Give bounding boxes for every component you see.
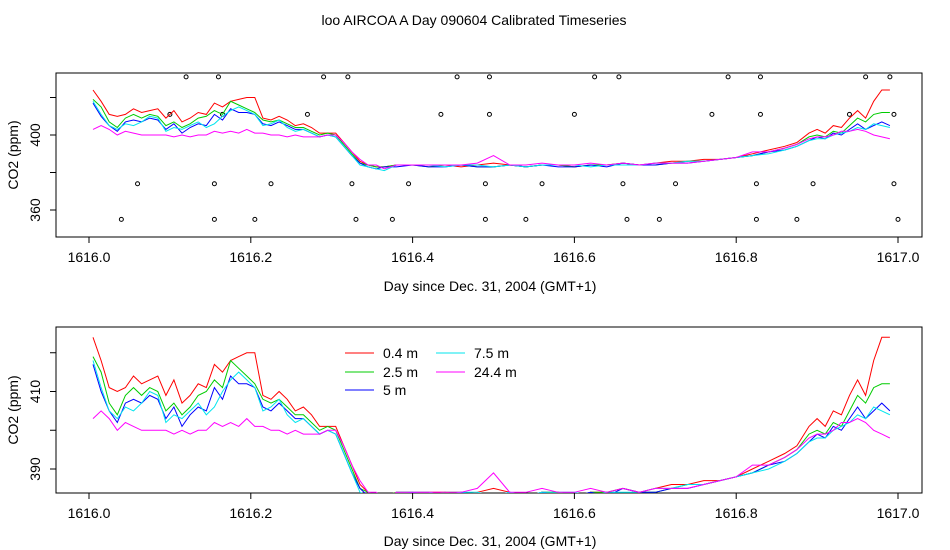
data-marker (887, 74, 893, 80)
data-marker (891, 111, 897, 117)
data-marker (794, 216, 800, 222)
data-marker (753, 181, 759, 187)
series-line-24-4-m (92, 410, 891, 493)
legend-label: 24.4 m (474, 364, 517, 380)
data-marker (656, 216, 662, 222)
y-tick-label: 390 (27, 457, 43, 481)
data-marker (268, 181, 274, 187)
data-marker (183, 74, 189, 80)
x-tick-label: 1616.4 (391, 249, 434, 265)
data-marker (118, 216, 124, 222)
data-marker (895, 216, 901, 222)
bottom-x-axis: 1616.0 1616.2 1616.4 1616.6 1616.8 1617.0 (68, 493, 920, 521)
data-marker (539, 181, 545, 187)
top-plot-frame (55, 72, 923, 238)
data-marker (863, 74, 869, 80)
data-marker (482, 216, 488, 222)
data-marker (673, 181, 679, 187)
data-marker (438, 111, 444, 117)
top-y-axis: 360 400 (27, 97, 56, 222)
data-marker (321, 74, 327, 80)
data-marker (345, 74, 351, 80)
data-marker (846, 111, 852, 117)
data-marker (592, 74, 598, 80)
y-tick-label: 400 (27, 123, 43, 147)
bottom-x-label: Day since Dec. 31, 2004 (GMT+1) (384, 533, 597, 549)
legend: 0.4 m 2.5 m 5 m 7.5 m 24.4 m (345, 345, 517, 398)
x-tick-label: 1616.4 (391, 505, 434, 521)
bottom-series-lines (92, 336, 891, 493)
data-marker (571, 111, 577, 117)
x-tick-label: 1617.0 (877, 505, 920, 521)
top-markers (118, 74, 901, 222)
series-line-24-4-m (92, 125, 891, 170)
x-tick-label: 1616.6 (553, 249, 596, 265)
top-y-label: CO2 (ppm) (5, 120, 21, 189)
top-x-axis: 1616.0 1616.2 1616.4 1616.6 1616.8 1617.0 (68, 237, 920, 265)
data-marker (167, 111, 173, 117)
top-series-lines (92, 89, 891, 172)
x-tick-label: 1616.8 (715, 249, 758, 265)
x-tick-label: 1616.0 (68, 249, 111, 265)
data-marker (482, 181, 488, 187)
series-line-7-5-m (92, 360, 891, 493)
legend-label: 2.5 m (383, 364, 418, 380)
data-marker (891, 181, 897, 187)
top-panel: 1616.0 1616.2 1616.4 1616.6 1616.8 1617.0 360… (5, 72, 923, 294)
data-marker (304, 111, 310, 117)
data-marker (810, 181, 816, 187)
bottom-plot-frame (55, 326, 923, 494)
data-marker (709, 111, 715, 117)
series-line-5-m (92, 364, 891, 493)
data-marker (349, 181, 355, 187)
data-marker (406, 181, 412, 187)
data-marker (616, 74, 622, 80)
x-tick-label: 1616.2 (229, 249, 272, 265)
series-line-0-4-m (92, 336, 890, 493)
series-line-7-5-m (92, 101, 891, 172)
bottom-panel: 1616.0 1616.2 1616.4 1616.6 1616.8 1617.0 390… (5, 326, 923, 549)
data-marker (624, 216, 630, 222)
legend-label: 5 m (383, 382, 406, 398)
bottom-y-axis: 390 410 (27, 352, 56, 481)
data-marker (753, 216, 759, 222)
top-x-label: Day since Dec. 31, 2004 (GMT+1) (384, 278, 597, 294)
y-tick-label: 410 (27, 380, 43, 404)
data-marker (523, 216, 529, 222)
data-marker (211, 216, 217, 222)
data-marker (135, 181, 141, 187)
data-marker (215, 74, 221, 80)
data-marker (454, 74, 460, 80)
data-marker (757, 111, 763, 117)
figure-title: loo AIRCOA A Day 090604 Calibrated Times… (321, 12, 626, 28)
data-marker (211, 181, 217, 187)
data-marker (725, 74, 731, 80)
data-marker (486, 111, 492, 117)
x-tick-label: 1616.2 (229, 505, 272, 521)
x-tick-label: 1616.0 (68, 505, 111, 521)
data-marker (389, 216, 395, 222)
data-marker (252, 216, 258, 222)
data-marker (757, 74, 763, 80)
data-marker (620, 181, 626, 187)
legend-label: 0.4 m (383, 345, 418, 361)
x-tick-label: 1616.8 (715, 505, 758, 521)
y-tick-label: 360 (27, 198, 43, 222)
series-line-0-4-m (92, 89, 890, 168)
x-tick-label: 1617.0 (877, 249, 920, 265)
legend-label: 7.5 m (474, 345, 509, 361)
bottom-y-label: CO2 (ppm) (5, 375, 21, 444)
x-tick-label: 1616.6 (553, 505, 596, 521)
data-marker (353, 216, 359, 222)
data-marker (486, 74, 492, 80)
